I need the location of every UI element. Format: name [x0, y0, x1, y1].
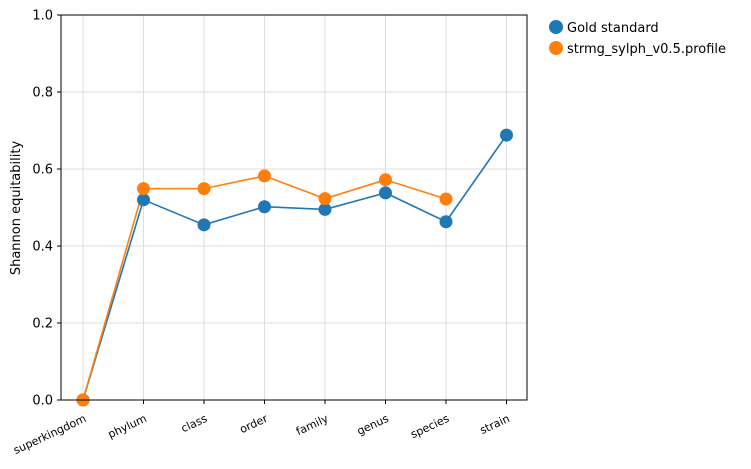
data-point	[500, 128, 513, 142]
y-tick-label: 1.0	[32, 9, 53, 24]
series-line-0	[82, 134, 508, 401]
data-point	[137, 182, 150, 196]
y-tick-label: 0.0	[32, 394, 53, 409]
y-tick-label: 0.6	[32, 163, 53, 178]
data-point	[379, 173, 392, 187]
legend-marker	[549, 20, 563, 34]
data-point	[439, 192, 453, 206]
data-point	[137, 193, 150, 207]
data-point	[439, 215, 453, 229]
y-tick-label: 0.4	[32, 240, 53, 255]
legend-label: strmg_sylph_v0.5.profile	[567, 42, 726, 57]
y-tick-label: 0.2	[32, 317, 53, 332]
legend-marker	[549, 41, 563, 55]
data-point	[318, 202, 332, 216]
series-points	[76, 128, 513, 407]
data-point	[258, 169, 271, 183]
legend: Gold standard strmg_sylph_v0.5.profile	[549, 20, 726, 57]
data-point	[258, 200, 271, 214]
plot-frame	[60, 14, 528, 401]
legend-label: Gold standard	[567, 21, 659, 36]
y-tick-label: 0.8	[32, 86, 53, 101]
data-point	[318, 192, 332, 206]
y-axis-ticks: 0.0 0.2 0.4 0.6 0.8 1.0	[32, 9, 61, 409]
data-point	[197, 182, 211, 196]
data-point	[379, 186, 392, 200]
data-point	[197, 218, 211, 232]
y-axis-label: Shannon equitability	[9, 141, 24, 276]
